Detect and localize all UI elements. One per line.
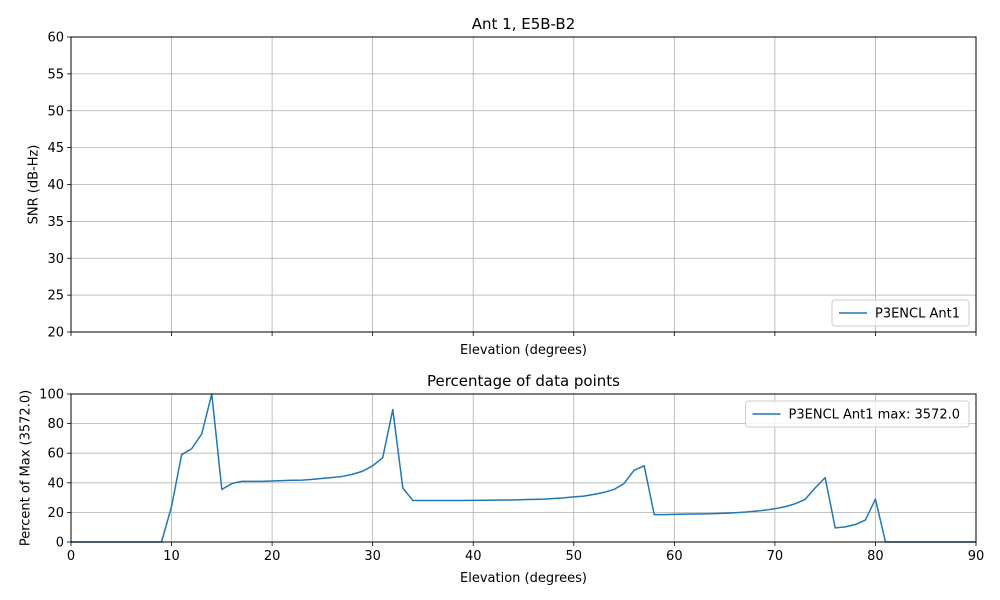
percentage-y-tick-label: 0 — [56, 536, 64, 551]
percentage-x-tick-label: 20 — [264, 549, 281, 564]
snr-y-tick-label: 40 — [47, 178, 64, 193]
percentage-y-tick-label: 80 — [47, 417, 64, 432]
percentage-series-lines — [71, 393, 976, 543]
snr-y-tick-label: 30 — [47, 252, 64, 267]
percentage-legend: P3ENCL Ant1 max: 3572.0 — [745, 400, 970, 428]
percentage-legend-box — [745, 400, 970, 428]
snr-y-tick-label: 50 — [47, 104, 64, 119]
percentage-x-tick-label: 0 — [67, 549, 75, 564]
percentage-x-tick-label: 80 — [867, 549, 884, 564]
percentage-x-ticks: 0 10 20 30 40 50 60 70 80 90 — [67, 542, 984, 564]
percentage-y-tick-label: 40 — [47, 476, 64, 491]
snr-y-tick-label: 55 — [47, 67, 64, 82]
snr-y-tick-label: 35 — [47, 215, 64, 230]
percentage-x-tick-label: 90 — [968, 549, 985, 564]
snr-x-ticks — [70, 332, 977, 336]
percentage-x-tick-label: 60 — [666, 549, 683, 564]
percentage-chart-title: Percentage of data points — [427, 372, 620, 390]
percentage-x-tick-label: 30 — [364, 549, 381, 564]
percentage-y-axis-label: Percent of Max (3572.0) — [19, 390, 34, 546]
percentage-chart-panel: 0 10 20 30 40 50 60 70 80 90 0 20 40 60 80 100 Percent… — [19, 372, 985, 586]
snr-x-axis-label: Elevation (degrees) — [460, 343, 587, 358]
percentage-legend-label: P3ENCL Ant1 max: 3572.0 — [789, 408, 960, 423]
percentage-x-tick-label: 50 — [566, 549, 583, 564]
snr-legend-label: P3ENCL Ant1 — [875, 307, 960, 322]
snr-y-ticks: 20 25 30 35 40 45 50 55 60 — [47, 31, 71, 341]
percentage-series-line — [71, 393, 976, 543]
snr-y-tick-label: 60 — [47, 31, 64, 46]
snr-y-tick-label: 20 — [47, 326, 64, 341]
percentage-x-tick-label: 70 — [767, 549, 784, 564]
snr-y-tick-label: 45 — [47, 141, 64, 156]
percentage-x-axis-label: Elevation (degrees) — [460, 571, 587, 586]
snr-y-tick-label: 25 — [47, 289, 64, 304]
snr-legend-box — [831, 299, 970, 327]
percentage-x-tick-label: 40 — [465, 549, 482, 564]
snr-y-axis-label: SNR (dB-Hz) — [27, 145, 42, 225]
percentage-y-tick-label: 100 — [39, 388, 64, 403]
snr-legend: P3ENCL Ant1 — [831, 299, 970, 327]
snr-chart-panel: 20 25 30 35 40 45 50 55 60 Ant 1, E5B-B2 Elevati… — [27, 15, 977, 358]
snr-chart-title: Ant 1, E5B-B2 — [472, 15, 576, 33]
percentage-y-tick-label: 20 — [47, 506, 64, 521]
percentage-y-ticks: 0 20 40 60 80 100 — [39, 388, 71, 551]
percentage-y-tick-label: 60 — [47, 447, 64, 462]
percentage-x-tick-label: 10 — [163, 549, 180, 564]
percentage-plot-frame — [70, 393, 977, 543]
